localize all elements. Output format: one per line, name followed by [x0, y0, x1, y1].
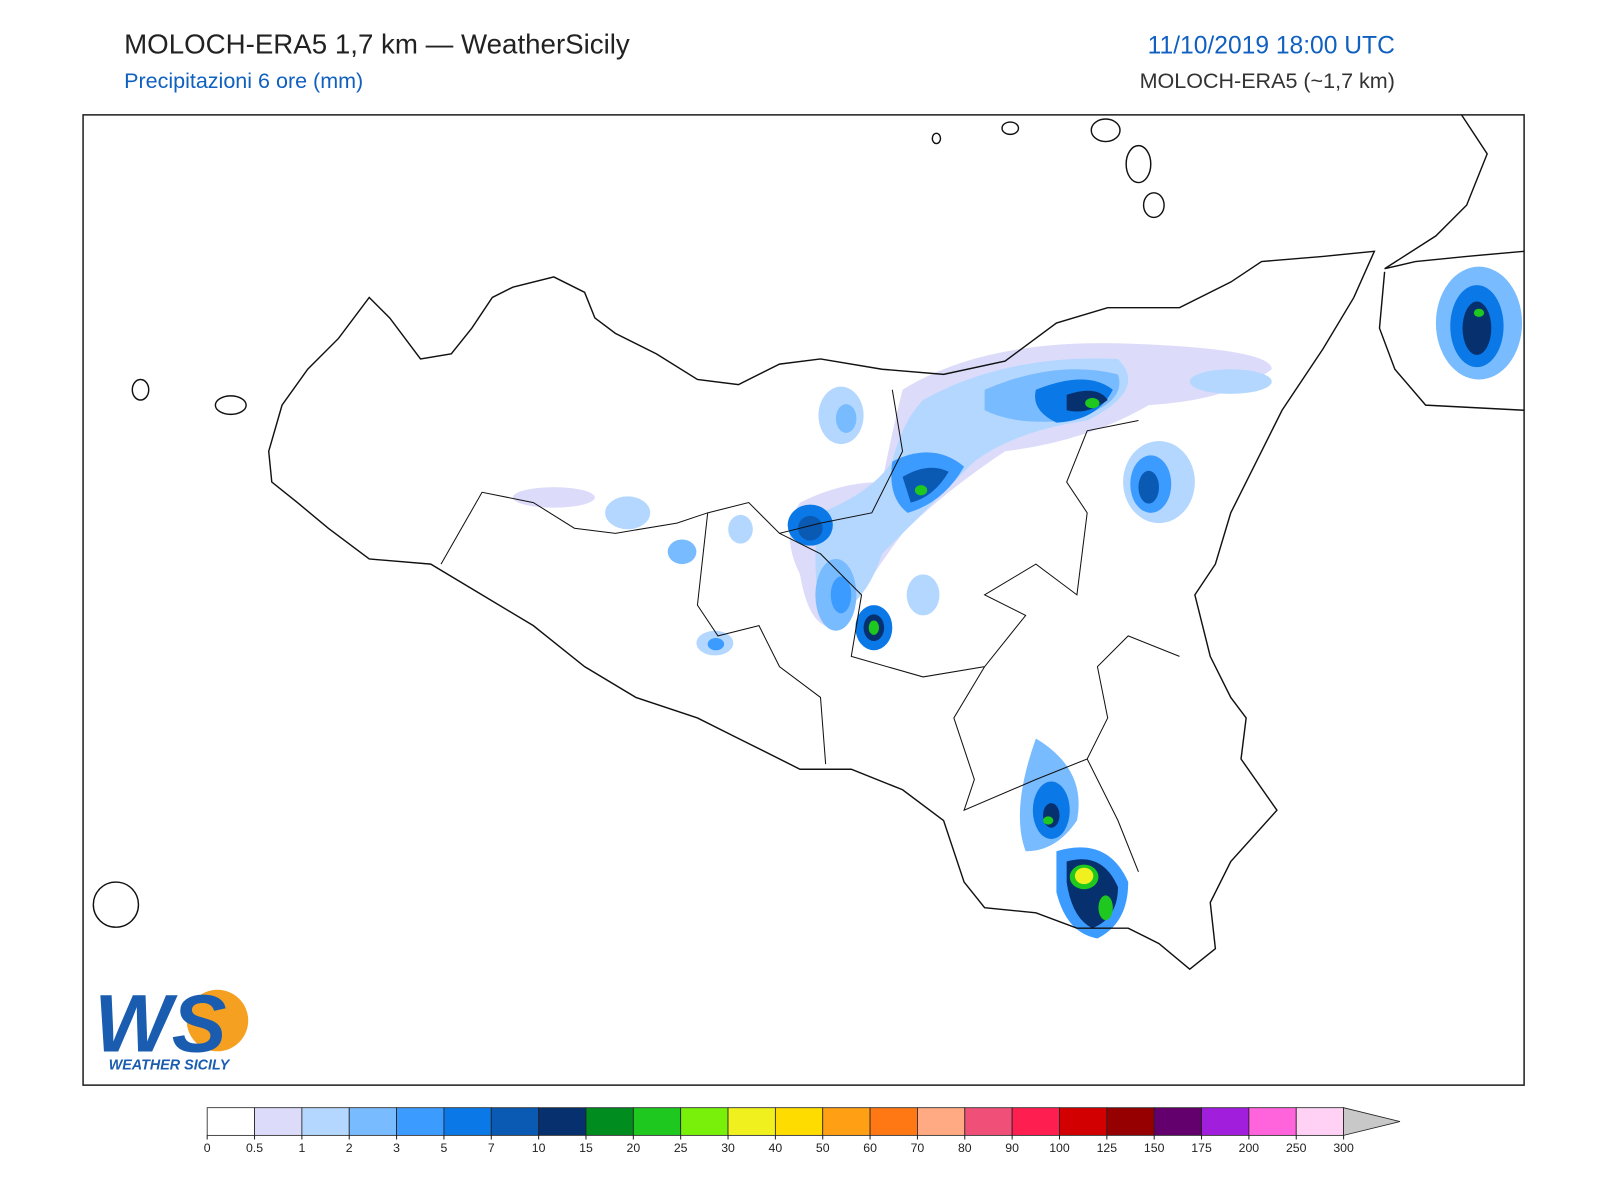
- colorbar-tick-label: 3: [393, 1141, 400, 1155]
- colorbar-box: [1059, 1107, 1108, 1136]
- colorbar-tick-label: 30: [721, 1141, 735, 1155]
- title: MOLOCH-ERA5 1,7 km — WeatherSicily: [124, 28, 630, 59]
- colorbar-box: [585, 1107, 634, 1136]
- colorbar: 0 0.5 1 2 3 5 7 10 15 20 25 30 40 50 60 70 80 90 100 125 150…: [204, 1107, 1401, 1155]
- colorbar-tick-label: 1: [298, 1141, 305, 1155]
- logo-sun: [186, 989, 249, 1052]
- colorbar-box: [869, 1107, 918, 1136]
- colorbar-box: [964, 1107, 1013, 1136]
- colorbar-tick-label: 90: [1005, 1141, 1019, 1155]
- colorbar-tick-label: 150: [1144, 1141, 1165, 1155]
- logo-initials: WS: [94, 978, 226, 1069]
- colorbar-box: [917, 1107, 966, 1136]
- colorbar-box: [1201, 1107, 1250, 1136]
- colorbar-box: [1106, 1107, 1155, 1136]
- colorbar-tick-label: 20: [626, 1141, 640, 1155]
- colorbar-tick-label: 5: [441, 1141, 448, 1155]
- colorbar-tick-label: 0: [204, 1141, 211, 1155]
- colorbar-box: [206, 1107, 255, 1136]
- coastline: [92, 114, 1525, 971]
- colorbar-box: [1011, 1107, 1060, 1136]
- colorbar-box: [680, 1107, 729, 1136]
- colorbar-tick-label: 125: [1097, 1141, 1118, 1155]
- colorbar-tick-label: 50: [816, 1141, 830, 1155]
- colorbar-box: [348, 1107, 397, 1136]
- colorbar-box: [727, 1107, 776, 1136]
- map: [82, 114, 1525, 1086]
- subtitle: Precipitazioni 6 ore (mm): [124, 69, 363, 93]
- colorbar-extend: [1343, 1107, 1401, 1136]
- colorbar-box: [1153, 1107, 1202, 1136]
- province-borders: [440, 389, 1180, 872]
- precipitation: [512, 266, 1523, 939]
- colorbar-box: [1295, 1107, 1345, 1136]
- colorbar-box: [490, 1107, 540, 1136]
- logo: WS WEATHER SICILY: [94, 978, 249, 1074]
- colorbar-tick-label: 80: [958, 1141, 972, 1155]
- logo-name: WEATHER SICILY: [109, 1058, 231, 1074]
- colorbar-tick-label: 175: [1191, 1141, 1212, 1155]
- colorbar-box: [538, 1107, 587, 1136]
- colorbar-tick-label: 10: [532, 1141, 546, 1155]
- map-frame: [82, 114, 1525, 1086]
- colorbar-box: [822, 1107, 871, 1136]
- colorbar-tick-label: 0.5: [246, 1141, 263, 1155]
- colorbar-box: [301, 1107, 350, 1136]
- colorbar-tick-label: 70: [911, 1141, 925, 1155]
- colorbar-tick-label: 100: [1049, 1141, 1070, 1155]
- colorbar-tick-label: 200: [1239, 1141, 1260, 1155]
- colorbar-box: [396, 1107, 445, 1136]
- colorbar-box: [632, 1107, 682, 1136]
- colorbar-tick-label: 15: [579, 1141, 593, 1155]
- datetime: 11/10/2019 18:00 UTC: [1148, 32, 1395, 59]
- colorbar-tick-label: 300: [1333, 1141, 1354, 1155]
- colorbar-tick-label: 2: [346, 1141, 353, 1155]
- colorbar-box: [254, 1107, 303, 1136]
- colorbar-box: [774, 1107, 824, 1136]
- colorbar-tick-label: 40: [769, 1141, 783, 1155]
- colorbar-box: [1248, 1107, 1297, 1136]
- colorbar-box: [443, 1107, 492, 1136]
- model-label: MOLOCH-ERA5 (~1,7 km): [1140, 69, 1395, 93]
- colorbar-tick-label: 7: [488, 1141, 495, 1155]
- colorbar-tick-label: 25: [674, 1141, 688, 1155]
- colorbar-tick-label: 250: [1286, 1141, 1307, 1155]
- colorbar-tick-label: 60: [863, 1141, 877, 1155]
